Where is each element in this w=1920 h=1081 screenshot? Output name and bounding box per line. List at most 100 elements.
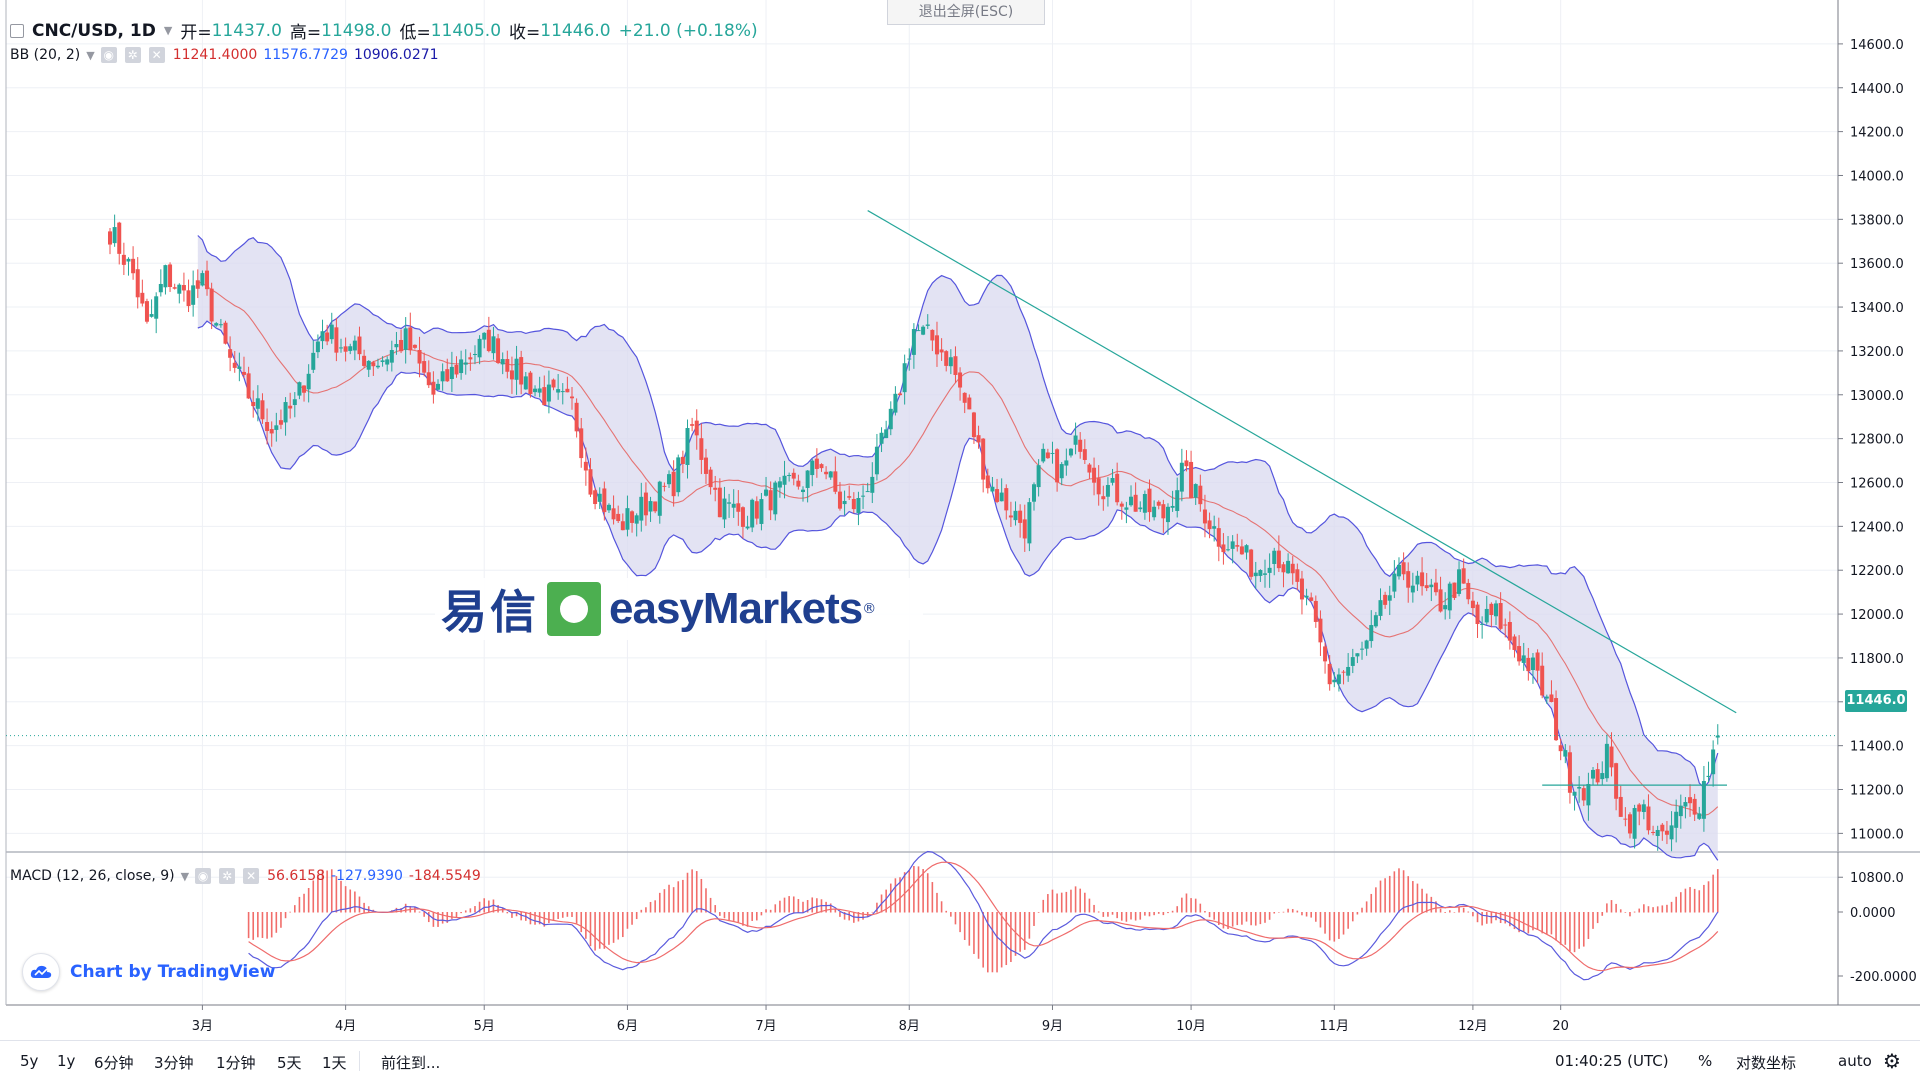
candle-body xyxy=(1152,506,1157,518)
descending-trendline[interactable] xyxy=(867,210,1737,714)
candle-body xyxy=(634,515,639,524)
candle-body xyxy=(1632,808,1637,839)
range-3min-button[interactable]: 3分钟 xyxy=(154,1054,194,1072)
candle-body xyxy=(902,363,907,393)
candle-body xyxy=(1027,502,1032,544)
candle-body xyxy=(768,490,773,511)
candle-body xyxy=(348,346,353,351)
candle-body xyxy=(181,285,186,291)
close-icon[interactable]: ✕ xyxy=(148,47,165,63)
candle-body xyxy=(228,349,233,358)
range-6min-button[interactable]: 6分钟 xyxy=(94,1054,134,1072)
candle-body xyxy=(1350,657,1355,666)
macd-indicator-legend: MACD (12, 26, close, 9) ▼ ◉ ✲ ✕ 56.6158 -1… xyxy=(10,868,481,884)
y-tick-label: 11400.0 xyxy=(1850,740,1904,755)
x-tick-label: 8月 xyxy=(899,1019,920,1034)
candle-body xyxy=(237,366,242,369)
candle-body xyxy=(1484,608,1489,623)
candle-body xyxy=(380,360,385,363)
tradingview-badge[interactable]: Chart by TradingView xyxy=(22,953,275,991)
candle-body xyxy=(787,475,792,477)
candle-body xyxy=(1119,503,1124,507)
candle-body xyxy=(907,358,912,360)
watermark-cn: 易信 xyxy=(441,585,539,639)
candle-body xyxy=(329,324,334,340)
candle-body xyxy=(1147,488,1152,513)
exit-fullscreen-button[interactable]: 退出全屏(ESC) xyxy=(887,0,1045,25)
eye-icon[interactable]: ◉ xyxy=(100,47,117,63)
candle-body xyxy=(898,393,903,396)
candle-body xyxy=(205,270,210,290)
log-scale-button[interactable]: 对数坐标 xyxy=(1736,1054,1797,1072)
candle-body xyxy=(241,371,246,375)
eye-icon[interactable]: ◉ xyxy=(195,868,212,884)
candle-body xyxy=(496,338,501,363)
close-icon[interactable]: ✕ xyxy=(243,868,260,884)
range-5d-button[interactable]: 5天 xyxy=(277,1054,302,1072)
candle-body xyxy=(1369,625,1374,642)
candle-body xyxy=(1170,505,1175,508)
tradingview-cloud-icon[interactable] xyxy=(22,953,60,991)
candle-body xyxy=(1595,769,1600,783)
candle-body xyxy=(833,471,838,492)
percent-scale-button[interactable]: % xyxy=(1698,1052,1713,1070)
candle-body xyxy=(713,487,718,490)
range-1min-button[interactable]: 1分钟 xyxy=(216,1054,256,1072)
chevron-down-icon[interactable]: ▼ xyxy=(180,869,190,883)
bollinger-mid-line xyxy=(197,281,1719,816)
candle-body xyxy=(177,284,182,294)
gear-icon[interactable]: ⚙ xyxy=(1883,1049,1901,1073)
macd-indicator-name[interactable]: MACD (12, 26, close, 9) xyxy=(10,868,175,884)
chevron-down-icon[interactable]: ▼ xyxy=(163,24,173,37)
candle-body xyxy=(417,349,422,364)
candle-body xyxy=(995,489,1000,502)
symbol-label[interactable]: CNC/USD, 1D xyxy=(32,20,156,41)
range-1d-button[interactable]: 1天 xyxy=(322,1054,347,1072)
auto-scale-button[interactable]: auto xyxy=(1838,1052,1872,1070)
candle-body xyxy=(292,399,297,406)
y-tick-label: 14600.0 xyxy=(1850,38,1904,53)
x-tick-label: 5月 xyxy=(474,1019,495,1034)
collapse-icon[interactable] xyxy=(10,23,24,38)
candle-body xyxy=(449,366,454,380)
candle-body xyxy=(362,355,367,366)
candle-body xyxy=(1383,594,1388,605)
candle-body xyxy=(750,499,755,528)
candle-body xyxy=(745,526,750,529)
macd-signal-line xyxy=(248,861,1719,972)
candle-body xyxy=(782,475,787,485)
candle-body xyxy=(1683,802,1688,807)
candle-body xyxy=(1092,467,1097,483)
candle-body xyxy=(121,254,126,265)
watermark-reg: ® xyxy=(862,601,877,617)
candle-body xyxy=(1332,679,1337,683)
candle-body xyxy=(981,438,986,480)
candle-body xyxy=(399,339,404,352)
candle-body xyxy=(135,269,140,298)
candle-body xyxy=(1179,462,1184,492)
candle-body xyxy=(574,402,579,432)
chart-svg[interactable]: 14600.0 14400.0 14200.0 14000.0 13800.0 13600… xyxy=(0,0,1920,1040)
candle-body xyxy=(1540,665,1545,696)
bb-indicator-name[interactable]: BB (20, 2) xyxy=(10,47,81,63)
x-tick-label: 9月 xyxy=(1042,1019,1063,1034)
candle-body xyxy=(685,428,690,465)
bb-mid-value: 11241.4000 xyxy=(172,47,258,63)
tradingview-label[interactable]: Chart by TradingView xyxy=(70,962,276,982)
bollinger-fill xyxy=(197,235,1718,861)
candle-body xyxy=(616,513,621,522)
candle-body xyxy=(1711,749,1716,775)
gear-icon[interactable]: ✲ xyxy=(124,47,141,63)
range-1y-button[interactable]: 1y xyxy=(57,1052,76,1070)
candle-body xyxy=(764,489,769,496)
clock-readout[interactable]: 01:40:25 (UTC) xyxy=(1555,1052,1669,1070)
candle-body xyxy=(1327,663,1332,685)
range-5y-button[interactable]: 5y xyxy=(20,1052,39,1070)
chevron-down-icon[interactable]: ▼ xyxy=(86,48,95,62)
goto-date-button[interactable]: 前往到... xyxy=(381,1054,441,1072)
gear-icon[interactable]: ✲ xyxy=(219,868,236,884)
candle-body xyxy=(1142,493,1147,513)
candle-body xyxy=(1678,805,1683,817)
candle-body xyxy=(1202,509,1207,524)
